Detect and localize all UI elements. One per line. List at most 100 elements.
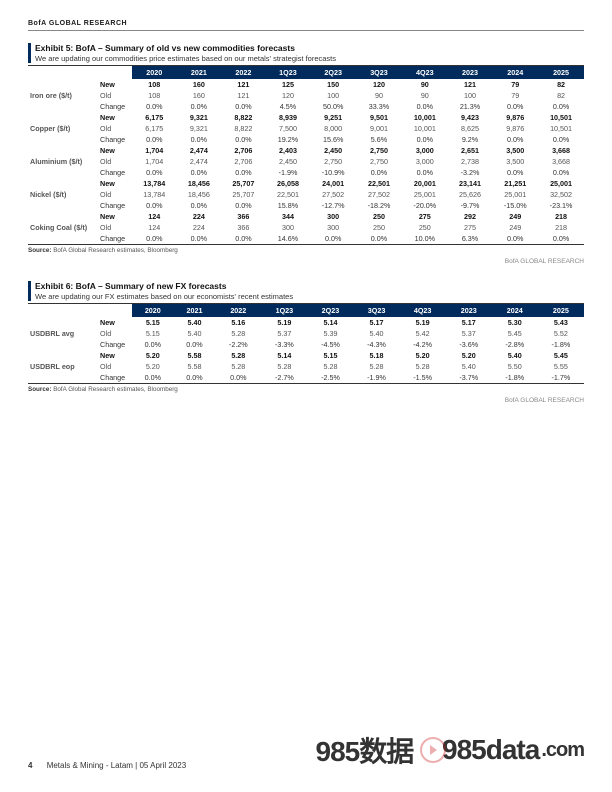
row-group-label — [28, 372, 98, 384]
table-cell: 10,501 — [538, 112, 584, 123]
table-cell: 5.20 — [132, 350, 174, 361]
row-type: New — [98, 211, 132, 222]
table-cell: 1,704 — [132, 145, 177, 156]
table-cell: 0.0% — [221, 101, 266, 112]
table-cell: 0.0% — [492, 134, 538, 145]
table-cell: 9,001 — [356, 123, 402, 134]
table-cell: -12.7% — [310, 200, 356, 211]
table-cell: 0.0% — [132, 339, 174, 350]
table-cell: -9.7% — [448, 200, 493, 211]
col-blank — [98, 304, 132, 317]
table-cell: 82 — [538, 79, 584, 90]
table-cell: 344 — [266, 211, 311, 222]
table-cell: 3,668 — [538, 145, 584, 156]
table-cell: 5.40 — [174, 328, 216, 339]
table-cell: 0.0% — [538, 101, 584, 112]
table-cell: -1.9% — [266, 167, 311, 178]
table-cell: 9,876 — [492, 123, 538, 134]
table-row: New13,78418,45625,70726,05824,00122,5012… — [28, 178, 584, 189]
table-cell: 2,450 — [266, 156, 311, 167]
table-cell: 25,001 — [402, 189, 448, 200]
table-cell: 100 — [310, 90, 356, 101]
table-cell: -10.9% — [310, 167, 356, 178]
col-header: 1Q23 — [266, 66, 311, 79]
table-cell: 10.0% — [402, 233, 448, 245]
table-cell: 5.42 — [400, 328, 446, 339]
table-cell: -2.7% — [261, 372, 307, 384]
table-cell: 10,001 — [402, 112, 448, 123]
table-row: New1,7042,4742,7062,4032,4502,7503,0002,… — [28, 145, 584, 156]
table-row: Change0.0%0.0%0.0%-1.9%-10.9%0.0%0.0%-3.… — [28, 167, 584, 178]
table-cell: 6,175 — [132, 112, 177, 123]
row-group-label: Copper ($/t) — [28, 123, 98, 134]
table-row: Change0.0%0.0%0.0%19.2%15.6%5.6%0.0%9.2%… — [28, 134, 584, 145]
table-cell: 3,000 — [402, 145, 448, 156]
table-row: New124224366344300250275292249218 — [28, 211, 584, 222]
row-group-label — [28, 79, 98, 90]
row-group-label — [28, 101, 98, 112]
table-cell: 5.45 — [538, 350, 584, 361]
row-type: New — [98, 317, 132, 328]
table-cell: 8,000 — [310, 123, 356, 134]
table-cell: 32,502 — [538, 189, 584, 200]
row-type: Change — [98, 233, 132, 245]
table-cell: 0.0% — [177, 200, 222, 211]
exhibit-5-attribution: BofA GLOBAL RESEARCH — [28, 258, 584, 265]
table-cell: -4.3% — [354, 339, 400, 350]
row-group-label: Nickel ($/t) — [28, 189, 98, 200]
table-cell: 300 — [310, 222, 356, 233]
table-cell: 5.28 — [215, 328, 261, 339]
row-group-label — [28, 167, 98, 178]
watermark-text-1: 985数据 — [316, 730, 414, 770]
row-group-label — [28, 350, 98, 361]
table-row: Change0.0%0.0%0.0%-2.7%-2.5%-1.9%-1.5%-3… — [28, 372, 584, 384]
table-row: New108160121125150120901217982 — [28, 79, 584, 90]
table-cell: -1.7% — [538, 372, 584, 384]
table-cell: -3.6% — [446, 339, 492, 350]
exhibit-5-table: 2020202120221Q232Q233Q234Q23202320242025… — [28, 66, 584, 245]
table-cell: 20,001 — [402, 178, 448, 189]
col-header: 2025 — [538, 66, 584, 79]
table-cell: 6.3% — [448, 233, 493, 245]
row-type: Old — [98, 361, 132, 372]
watermark: 985数据 985data.com — [316, 730, 584, 770]
table-cell: 160 — [177, 90, 222, 101]
table-cell: 5.16 — [215, 317, 261, 328]
table-cell: 21,251 — [492, 178, 538, 189]
table-cell: 18,456 — [177, 178, 222, 189]
table-cell: 0.0% — [215, 372, 261, 384]
table-cell: 90 — [402, 90, 448, 101]
table-cell: 8,822 — [221, 112, 266, 123]
col-header: 2022 — [215, 304, 261, 317]
table-cell: -4.5% — [307, 339, 353, 350]
table-cell: -2.5% — [307, 372, 353, 384]
table-cell: 0.0% — [356, 233, 402, 245]
table-cell: 124 — [132, 222, 177, 233]
row-type: New — [98, 79, 132, 90]
footer-left: 4 Metals & Mining - Latam | 05 April 202… — [28, 761, 186, 770]
row-type: Old — [98, 90, 132, 101]
page-footer: 4 Metals & Mining - Latam | 05 April 202… — [28, 730, 584, 770]
table-cell: 0.0% — [402, 167, 448, 178]
table-cell: 121 — [221, 79, 266, 90]
table-cell: 0.0% — [177, 101, 222, 112]
table-cell: 5.6% — [356, 134, 402, 145]
page-header-brand: BofA GLOBAL RESEARCH — [28, 20, 584, 31]
table-row: Change0.0%0.0%-2.2%-3.3%-4.5%-4.3%-4.2%-… — [28, 339, 584, 350]
table-cell: 5.17 — [354, 317, 400, 328]
table-cell: 0.0% — [221, 233, 266, 245]
table-cell: 5.40 — [492, 350, 538, 361]
table-cell: 25,707 — [221, 189, 266, 200]
table-cell: 0.0% — [174, 372, 216, 384]
table-cell: 0.0% — [174, 339, 216, 350]
table-cell: 124 — [132, 211, 177, 222]
exhibit-6-header: Exhibit 6: BofA – Summary of new FX fore… — [28, 281, 584, 304]
table-cell: 25,626 — [448, 189, 493, 200]
row-group-label: Coking Coal ($/t) — [28, 222, 98, 233]
table-cell: 5.14 — [261, 350, 307, 361]
table-cell: 2,706 — [221, 156, 266, 167]
table-cell: 120 — [266, 90, 311, 101]
col-header: 2023 — [446, 304, 492, 317]
table-cell: 0.0% — [492, 167, 538, 178]
table-cell: 121 — [448, 79, 493, 90]
